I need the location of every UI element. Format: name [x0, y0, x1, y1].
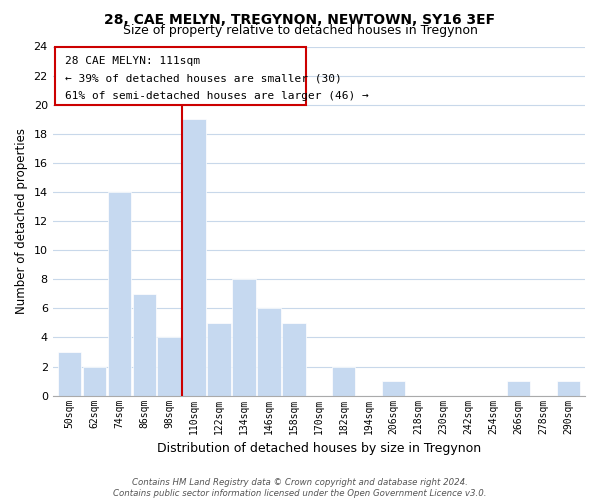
Bar [507, 381, 530, 396]
X-axis label: Distribution of detached houses by size in Tregynon: Distribution of detached houses by size … [157, 442, 481, 455]
FancyBboxPatch shape [55, 46, 307, 104]
Bar [58, 352, 81, 396]
Y-axis label: Number of detached properties: Number of detached properties [15, 128, 28, 314]
Bar [83, 366, 106, 396]
Bar [257, 308, 281, 396]
Bar [182, 119, 206, 396]
Text: Size of property relative to detached houses in Tregynon: Size of property relative to detached ho… [122, 24, 478, 37]
Bar [332, 366, 355, 396]
Bar [133, 294, 156, 396]
Text: 28, CAE MELYN, TREGYNON, NEWTOWN, SY16 3EF: 28, CAE MELYN, TREGYNON, NEWTOWN, SY16 3… [104, 12, 496, 26]
Text: 28 CAE MELYN: 111sqm: 28 CAE MELYN: 111sqm [65, 56, 200, 66]
Bar [107, 192, 131, 396]
Bar [232, 280, 256, 396]
Bar [208, 323, 230, 396]
Bar [157, 338, 181, 396]
Text: Contains HM Land Registry data © Crown copyright and database right 2024.
Contai: Contains HM Land Registry data © Crown c… [113, 478, 487, 498]
Text: ← 39% of detached houses are smaller (30): ← 39% of detached houses are smaller (30… [65, 74, 342, 84]
Text: 61% of semi-detached houses are larger (46) →: 61% of semi-detached houses are larger (… [65, 91, 369, 101]
Bar [557, 381, 580, 396]
Bar [282, 323, 305, 396]
Bar [382, 381, 406, 396]
